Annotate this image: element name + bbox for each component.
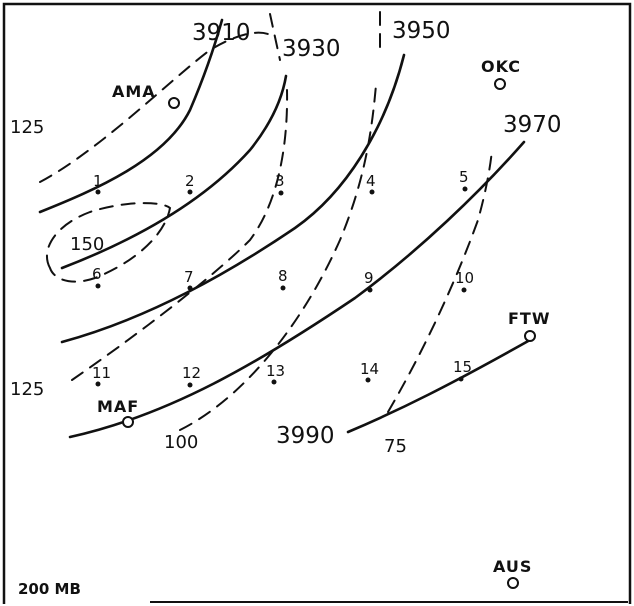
grid-dot-4 (369, 189, 375, 195)
isotach-label-100: 100 (164, 432, 198, 453)
contour-3910 (38, 18, 224, 214)
height-contours (38, 18, 532, 439)
contour-label-3910: 3910 (192, 20, 251, 46)
grid-label-7: 7 (184, 268, 194, 286)
grid-dot-6 (95, 283, 101, 289)
isotach-label-125-lower: 125 (10, 379, 44, 400)
grid-dot-3 (278, 190, 284, 196)
grid-label-13: 13 (266, 362, 285, 380)
grid-dot-10 (461, 287, 467, 293)
contour-label-3970: 3970 (503, 112, 562, 138)
grid-point-labels: 1 2 3 4 5 6 7 8 9 10 11 12 13 14 15 (92, 168, 474, 382)
grid-dot-8 (280, 285, 286, 291)
isotach-150 (45, 202, 172, 283)
pressure-level-label: 200 MB (18, 580, 81, 598)
isotach-label-75: 75 (384, 436, 407, 457)
station-label-okc: OKC (481, 57, 521, 76)
grid-label-9: 9 (364, 269, 374, 287)
grid-dot-13 (271, 379, 277, 385)
contour-label-3990: 3990 (276, 423, 335, 449)
isotach-label-150: 150 (70, 234, 104, 255)
isotach-75 (387, 149, 493, 413)
grid-label-8: 8 (278, 267, 288, 285)
grid-dot-15 (458, 376, 464, 382)
contour-label-3950: 3950 (392, 18, 451, 44)
isotach-top-marks-b (269, 13, 281, 61)
contour-3930-lower (60, 53, 406, 344)
station-ftw-marker (524, 330, 536, 342)
grid-dot-7 (187, 285, 193, 291)
isotach-125-lower (71, 89, 289, 381)
grid-dot-9 (367, 287, 373, 293)
station-ama-marker (168, 97, 180, 109)
grid-dot-14 (365, 377, 371, 383)
grid-dot-11 (95, 381, 101, 387)
grid-label-6: 6 (92, 265, 102, 283)
contour-3970 (68, 140, 526, 439)
station-label-ama: AMA (112, 82, 156, 101)
grid-label-3: 3 (275, 172, 285, 190)
grid-label-11: 11 (92, 364, 111, 382)
grid-label-10: 10 (455, 269, 474, 287)
station-markers (122, 78, 536, 589)
grid-dot-12 (187, 382, 193, 388)
grid-label-2: 2 (185, 172, 195, 190)
grid-dot-1 (95, 189, 101, 195)
grid-point-dots (95, 186, 468, 388)
station-maf-marker (122, 416, 134, 428)
contour-labels: 3910 3930 3950 3970 3990 (192, 18, 562, 449)
isotach-100 (179, 84, 377, 431)
grid-label-12: 12 (182, 364, 201, 382)
grid-label-4: 4 (366, 172, 376, 190)
isotach-125-upper (39, 31, 269, 183)
station-okc-marker (494, 78, 506, 90)
grid-label-15: 15 (453, 358, 472, 376)
grid-label-14: 14 (360, 360, 379, 378)
grid-dot-2 (187, 189, 193, 195)
contour-3990 (346, 338, 532, 434)
grid-label-5: 5 (459, 168, 469, 186)
station-labels: AMA OKC FTW MAF AUS (97, 57, 551, 576)
station-label-maf: MAF (97, 397, 139, 416)
isotach-label-125-upper: 125 (10, 117, 44, 138)
contour-label-3930: 3930 (282, 36, 341, 62)
contour-3930-upper (60, 74, 288, 270)
isotach-labels: 125 150 125 100 75 (10, 117, 407, 457)
isotachs (39, 11, 493, 431)
station-label-aus: AUS (493, 557, 532, 576)
station-label-ftw: FTW (508, 309, 551, 328)
grid-label-1: 1 (93, 172, 103, 190)
station-aus-marker (507, 577, 519, 589)
grid-dot-5 (462, 186, 468, 192)
